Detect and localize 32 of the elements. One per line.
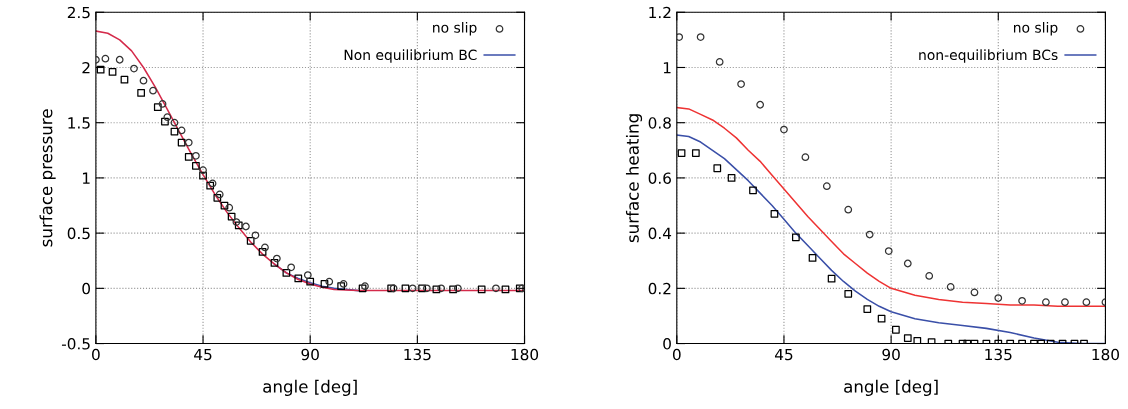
y-tick-label: 0.6 [648, 172, 671, 184]
y-tick-label: 1 [663, 62, 671, 74]
x-tick-label: 135 [404, 348, 431, 361]
x-tick-label: 180 [511, 348, 539, 361]
x-tick-label: 90 [301, 348, 319, 361]
y-tick-label: 0.2 [648, 282, 671, 295]
legend-label: no slip [1013, 21, 1058, 36]
x-axis-title: angle [deg] [844, 379, 938, 396]
x-tick-label: 0 [672, 348, 681, 361]
y-tick-label: 2 [82, 61, 90, 74]
x-tick-label: 45 [774, 348, 793, 361]
legend-label: Non equilibrium BC [344, 49, 477, 63]
legend-label: no slip [433, 21, 477, 36]
y-tick-label: -0.5 [61, 338, 90, 350]
y-axis-title: surface pressure [39, 109, 56, 247]
y-tick-label: 1.2 [649, 6, 671, 19]
x-tick-label: 45 [194, 348, 212, 361]
legend-label: non-equilibrium BCs [919, 49, 1058, 63]
y-tick-label: 2.5 [67, 6, 90, 19]
y-tick-label: 1 [82, 172, 90, 184]
x-tick-label: 135 [985, 348, 1012, 361]
x-tick-label: 180 [1092, 348, 1120, 361]
y-tick-label: 1.5 [68, 117, 90, 129]
y-tick-label: 0 [663, 338, 671, 350]
x-axis-title: angle [deg] [263, 379, 357, 396]
x-tick-label: 0 [92, 348, 100, 361]
y-tick-label: 0 [82, 282, 90, 295]
y-tick-label: 0.8 [648, 117, 671, 129]
y-tick-label: 0.4 [648, 227, 672, 240]
x-tick-label: 90 [882, 348, 900, 361]
y-axis-title: surface heating [625, 114, 643, 243]
y-tick-label: 0.5 [67, 227, 90, 240]
